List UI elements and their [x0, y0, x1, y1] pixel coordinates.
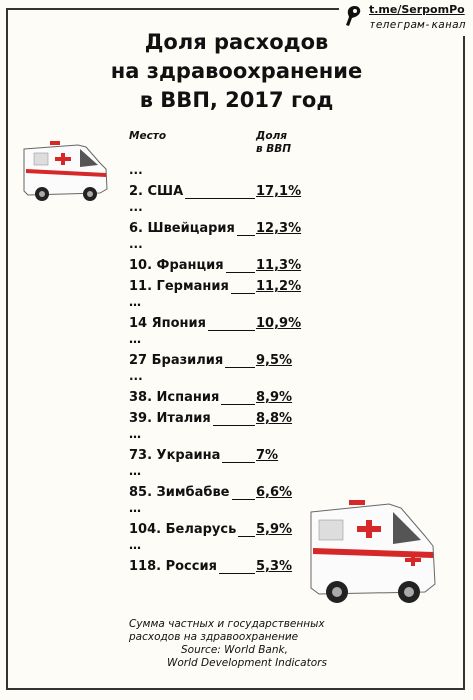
ellipsis-marker: ...	[129, 369, 143, 383]
table-row: 10. Франция 11,3%	[129, 255, 309, 276]
row-leader-line	[185, 198, 255, 199]
ellipsis-marker: …	[129, 332, 141, 346]
ellipsis-marker: ...	[129, 163, 143, 177]
column-header-share-line2: в ВВП	[256, 143, 292, 155]
row-country: 2. США	[129, 184, 184, 199]
table-row: 2. США 17,1%	[129, 181, 309, 202]
row-value: 7%	[256, 448, 279, 463]
table-row: 73. Украина 7%	[129, 445, 309, 466]
table-row: 27 Бразилия 9,5%	[129, 350, 309, 371]
row-value: 11,2%	[256, 279, 302, 294]
ellipsis-marker: …	[129, 538, 141, 552]
table-row: 39. Италия 8,8%	[129, 408, 309, 429]
title-line-3: в ВВП, 2017 год	[139, 88, 334, 112]
chart-title: Доля расходов на здравоохранение в ВВП, …	[0, 28, 473, 115]
row-value: 9,5%	[256, 353, 293, 368]
row-country: 10. Франция	[129, 258, 224, 273]
row-value: 17,1%	[256, 184, 302, 199]
title-line-1: Доля расходов	[144, 30, 329, 54]
ellipsis-marker: ...	[129, 200, 143, 214]
brand-badge[interactable]: t.me/SerpomPo телеграм-канал	[339, 0, 469, 36]
row-leader-line	[221, 404, 255, 405]
column-header-share: Доля в ВВП	[256, 130, 291, 156]
row-leader-line	[225, 367, 255, 368]
row-leader-line	[238, 536, 255, 537]
ambulance-icon	[23, 141, 108, 201]
table-row: 38. Испания 8,9%	[129, 387, 309, 408]
table-row: 85. Зимбабве 6,6%	[129, 482, 309, 503]
row-country: 104. Беларусь	[129, 522, 237, 537]
row-leader-line	[237, 235, 255, 236]
table-row: 6. Швейцария 12,3%	[129, 218, 309, 239]
column-header-share-line1: Доля	[256, 130, 287, 142]
row-value: 11,3%	[256, 258, 302, 273]
row-country: 39. Италия	[129, 411, 211, 426]
table-row: 14 Япония 10,9%	[129, 313, 309, 334]
row-country: 6. Швейцария	[129, 221, 235, 236]
ellipsis-marker: …	[129, 295, 141, 309]
table-row: 118. Россия 5,3%	[129, 556, 309, 577]
column-header-rank: Место	[129, 130, 167, 142]
row-leader-line	[213, 425, 255, 426]
row-value: 8,8%	[256, 411, 293, 426]
footnote-line-1: Сумма частных и государственных	[129, 618, 325, 630]
ellipsis-marker: ...	[129, 237, 143, 251]
pen-nib-icon	[346, 6, 361, 26]
brand-subtitle: телеграм-канал	[369, 18, 466, 31]
row-leader-line	[222, 462, 255, 463]
ambulance-icon	[310, 500, 436, 603]
row-country: 85. Зимбабве	[129, 485, 230, 500]
row-value: 8,9%	[256, 390, 293, 405]
row-leader-line	[208, 330, 255, 331]
footnote-source: Source: World Bank,	[181, 644, 288, 656]
row-leader-line	[231, 293, 255, 294]
row-value: 10,9%	[256, 316, 302, 331]
table-row: 104. Беларусь 5,9%	[129, 519, 309, 540]
ellipsis-marker: …	[129, 464, 141, 478]
row-country: 73. Украина	[129, 448, 221, 463]
footnote: Сумма частных и государственных расходов…	[129, 618, 327, 670]
row-country: 118. Россия	[129, 559, 217, 574]
row-leader-line	[232, 499, 255, 500]
ellipsis-marker: …	[129, 427, 141, 441]
row-country: 38. Испания	[129, 390, 220, 405]
row-country: 14 Япония	[129, 316, 206, 331]
table-row: 11. Германия 11,2%	[129, 276, 309, 297]
row-leader-line	[226, 272, 255, 273]
row-value: 5,9%	[256, 522, 293, 537]
row-value: 6,6%	[256, 485, 293, 500]
footnote-line-2: расходов на здравоохранение	[129, 631, 299, 643]
brand-url[interactable]: t.me/SerpomPo	[369, 3, 465, 16]
ellipsis-marker: …	[129, 501, 141, 515]
row-value: 12,3%	[256, 221, 302, 236]
row-value: 5,3%	[256, 559, 293, 574]
ranking-table: ... 2. США 17,1%... 6. Швейцария 12,3%... 10.…	[129, 163, 309, 577]
row-country: 27 Бразилия	[129, 353, 224, 368]
row-leader-line	[219, 573, 255, 574]
title-line-2: на здравоохранение	[110, 59, 363, 83]
row-country: 11. Германия	[129, 279, 229, 294]
footnote-source-name: World Development Indicators	[167, 657, 327, 669]
